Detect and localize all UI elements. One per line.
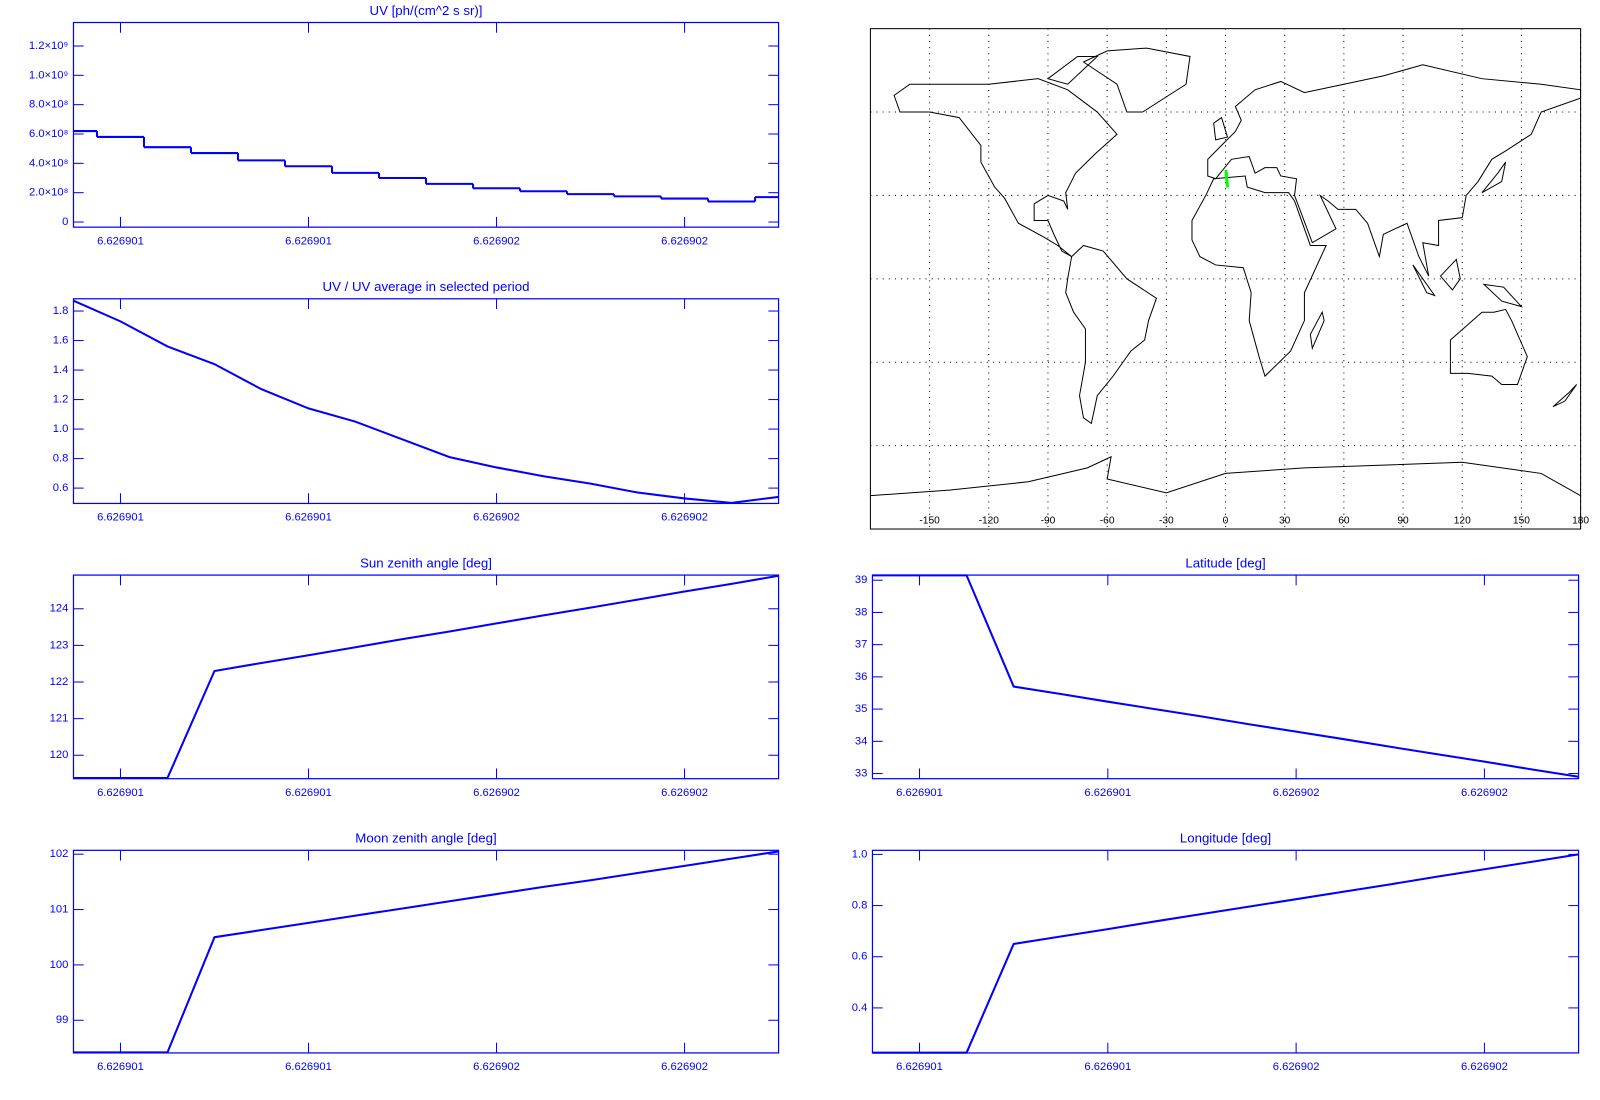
chart-title: UV / UV average in selected period [323, 279, 530, 294]
x-tick-label: 120 [1454, 516, 1471, 527]
data-line [872, 574, 1579, 778]
y-tick-label: 102 [50, 848, 69, 860]
x-tick-label: 0 [1223, 516, 1229, 527]
x-tick-label: 6.626902 [473, 787, 520, 799]
chart-title: UV [ph/(cm^2 s sr)] [370, 3, 483, 18]
x-tick-label: 6.626901 [285, 512, 332, 524]
x-tick-label: 6.626902 [1273, 787, 1320, 799]
y-tick-label: 122 [50, 676, 69, 688]
x-tick-label: 6.626901 [896, 1061, 943, 1073]
y-tick-label: 1.2 [53, 394, 69, 406]
data-line [73, 850, 779, 1054]
chart-title: Moon zenith angle [deg] [355, 831, 496, 846]
plot-frame [871, 849, 1580, 1054]
x-tick-label: 6.626901 [97, 235, 144, 247]
x-tick-label: 6.626902 [1273, 1061, 1320, 1073]
x-tick-label: 6.626901 [896, 787, 943, 799]
plot-frame [72, 21, 780, 228]
x-tick-label: 6.626902 [661, 787, 708, 799]
plot-frame [72, 298, 780, 505]
y-tick-label: 2.0×10⁸ [29, 187, 69, 199]
y-tick-label: 0.8 [53, 453, 69, 465]
y-tick-label: 39 [855, 574, 867, 586]
x-tick-label: -90 [1041, 516, 1056, 527]
y-tick-label: 124 [50, 603, 69, 615]
x-tick-label: -30 [1159, 516, 1174, 527]
y-tick-label: 35 [855, 703, 867, 715]
y-tick-label: 38 [855, 606, 867, 618]
chart-title: Latitude [deg] [1185, 555, 1265, 570]
x-tick-label: 6.626902 [473, 512, 520, 524]
x-tick-label: 6.626901 [285, 787, 332, 799]
y-tick-label: 123 [50, 639, 69, 651]
x-tick-label: 6.626901 [1084, 787, 1131, 799]
x-tick-label: 6.626902 [661, 1061, 708, 1073]
y-tick-label: 121 [50, 713, 69, 725]
y-tick-label: 101 [50, 904, 69, 916]
x-tick-label: 6.626901 [97, 787, 144, 799]
plot-frame [72, 574, 780, 780]
x-tick-label: 60 [1338, 516, 1350, 527]
x-tick-label: 6.626901 [285, 1061, 332, 1073]
x-tick-label: 6.626901 [97, 512, 144, 524]
x-tick-label: 150 [1513, 516, 1530, 527]
plot-frame [72, 849, 780, 1054]
x-tick-label: -150 [919, 516, 940, 527]
x-tick-label: -120 [979, 516, 1000, 527]
y-tick-label: 1.0×10⁹ [29, 69, 69, 81]
x-tick-label: 6.626901 [97, 1061, 144, 1073]
y-tick-label: 99 [56, 1014, 68, 1026]
chart-title: Sun zenith angle [deg] [360, 555, 492, 570]
map-frame [869, 28, 1582, 530]
x-tick-label: 6.626902 [1461, 1061, 1508, 1073]
y-tick-label: 1.6 [53, 335, 69, 347]
y-tick-label: 0.6 [53, 482, 69, 494]
x-tick-label: -60 [1100, 516, 1115, 527]
x-tick-label: 90 [1397, 516, 1409, 527]
x-tick-label: 6.626902 [473, 235, 520, 247]
x-tick-label: 6.626902 [661, 512, 708, 524]
x-tick-label: 6.626901 [285, 235, 332, 247]
y-tick-label: 6.0×10⁸ [29, 128, 69, 140]
y-tick-label: 0 [62, 216, 68, 228]
x-tick-label: 30 [1279, 516, 1291, 527]
coastlines [870, 48, 1580, 496]
y-tick-label: 36 [855, 671, 867, 683]
x-tick-label: 6.626902 [1461, 787, 1508, 799]
y-tick-label: 1.8 [53, 305, 69, 317]
satellite-track [1224, 169, 1230, 188]
y-tick-label: 4.0×10⁸ [29, 157, 69, 169]
x-tick-label: 6.626902 [661, 235, 708, 247]
y-tick-label: 8.0×10⁸ [29, 99, 69, 111]
y-tick-label: 0.8 [852, 900, 868, 912]
y-tick-label: 34 [855, 735, 867, 747]
data-line [872, 853, 1579, 1054]
y-tick-label: 33 [855, 768, 867, 780]
y-tick-label: 37 [855, 639, 867, 651]
y-tick-label: 120 [50, 749, 69, 761]
data-line [73, 574, 779, 779]
data-line [73, 299, 779, 504]
y-tick-label: 0.6 [852, 951, 868, 963]
chart-title: Longitude [deg] [1180, 831, 1271, 846]
y-tick-label: 1.0 [852, 848, 868, 860]
x-tick-label: 6.626901 [1084, 1061, 1131, 1073]
y-tick-label: 1.4 [53, 364, 69, 376]
y-tick-label: 0.4 [852, 1002, 868, 1014]
y-tick-label: 1.2×10⁹ [29, 40, 69, 52]
y-tick-label: 1.0 [53, 423, 69, 435]
y-tick-label: 100 [50, 959, 69, 971]
x-tick-label: 6.626902 [473, 1061, 520, 1073]
